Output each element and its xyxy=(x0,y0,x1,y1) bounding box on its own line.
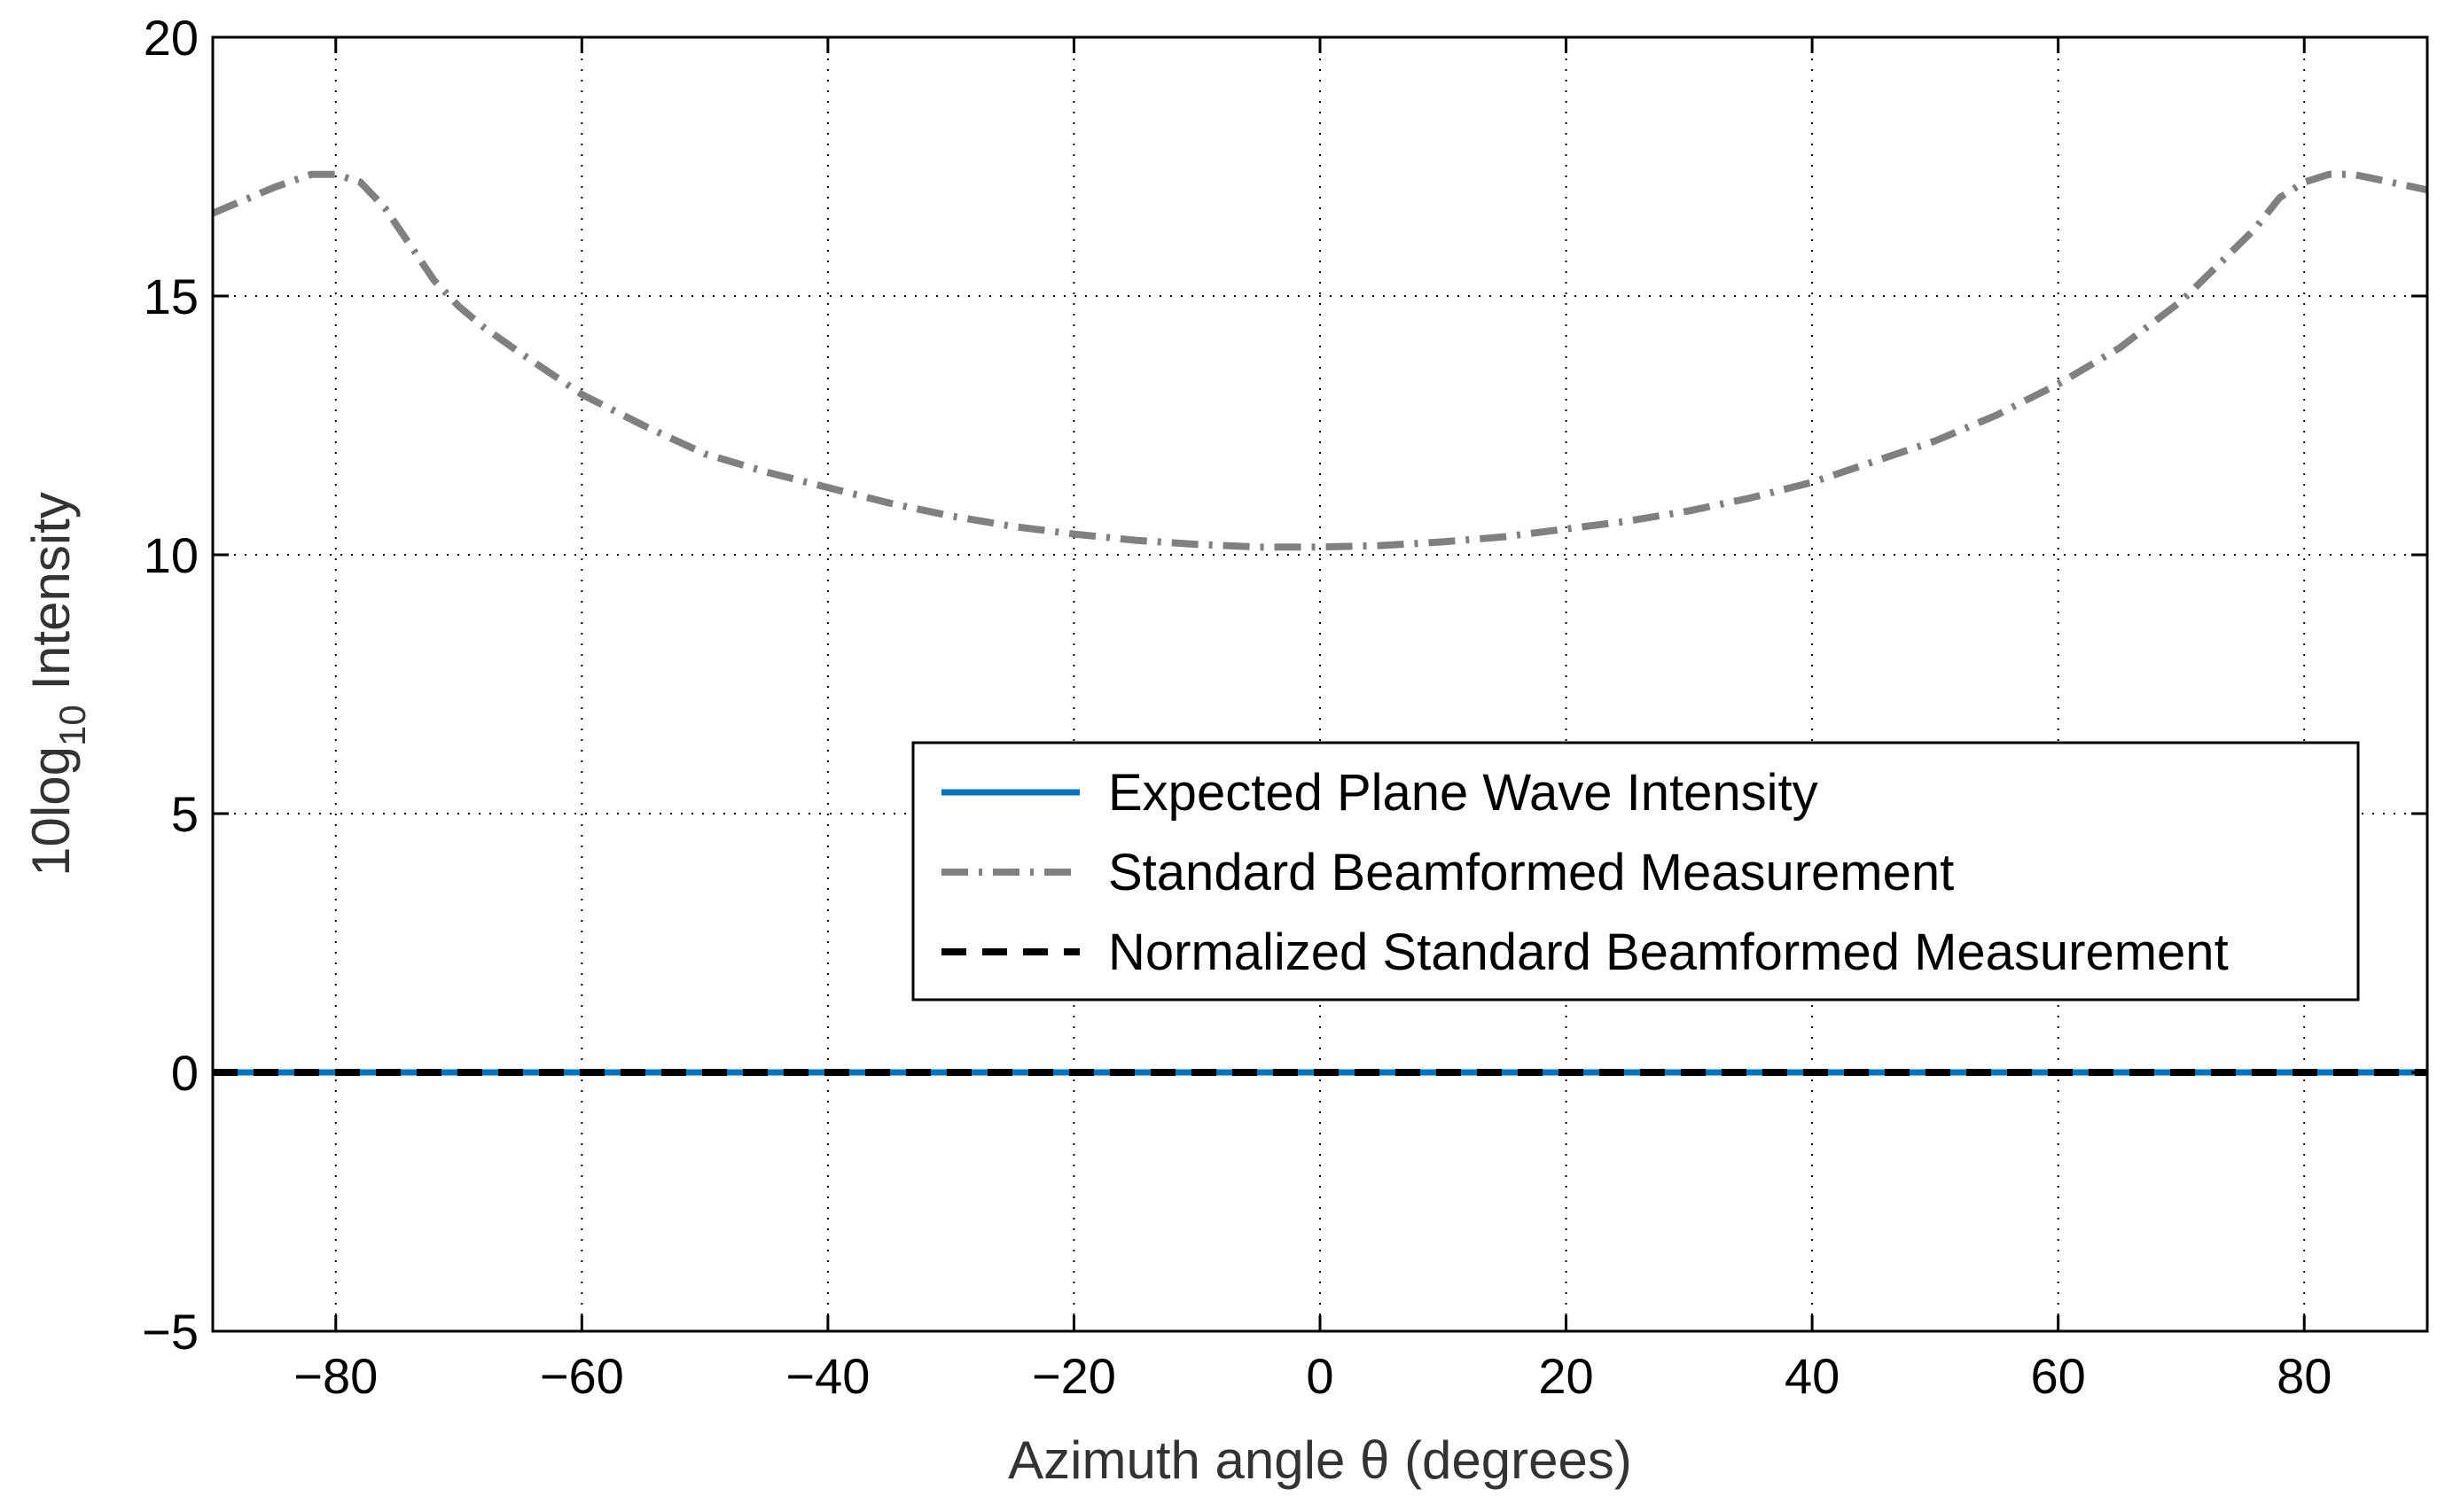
legend: Expected Plane Wave Intensity Standard Be… xyxy=(911,741,2360,1002)
x-tick-label: −20 xyxy=(1032,1348,1116,1404)
x-tick-label: 0 xyxy=(1306,1348,1333,1404)
y-tick-label: 5 xyxy=(171,786,199,842)
x-tick-label: −60 xyxy=(540,1348,624,1404)
legend-label-1: Expected Plane Wave Intensity xyxy=(1108,764,1818,822)
axis-ticks xyxy=(213,35,2427,1333)
series-layer xyxy=(213,170,2427,1076)
x-tick-label: 20 xyxy=(1538,1348,1593,1404)
y-axis-label-prefix: 10log xyxy=(21,746,81,877)
legend-label-2: Standard Beamformed Measurement xyxy=(1108,844,1954,901)
legend-box xyxy=(911,741,2360,1002)
y-tick-label: 0 xyxy=(171,1045,199,1101)
y-tick-label: 15 xyxy=(144,269,199,324)
y-tick-label: 10 xyxy=(144,527,199,583)
tick-labels: −80 −60 −40 −20 0 20 40 60 80 −5 0 5 10 15 20 xyxy=(142,10,2332,1404)
y-axis-label-suffix: Intensity xyxy=(21,492,81,705)
x-tick-label: 60 xyxy=(2031,1348,2086,1404)
legend-label-3: Normalized Standard Beamformed Measureme… xyxy=(1108,924,2229,981)
y-tick-label: 20 xyxy=(144,10,199,66)
y-axis-label: 10log10 Intensity xyxy=(21,492,93,877)
x-tick-label: −40 xyxy=(785,1348,870,1404)
x-tick-label: 80 xyxy=(2277,1348,2332,1404)
y-tick-label: −5 xyxy=(142,1304,199,1360)
x-tick-label: 40 xyxy=(1785,1348,1840,1404)
x-axis-label: Azimuth angle θ (degrees) xyxy=(1008,1430,1632,1490)
x-tick-label: −80 xyxy=(293,1348,378,1404)
y-axis-label-subscript: 10 xyxy=(51,705,93,746)
